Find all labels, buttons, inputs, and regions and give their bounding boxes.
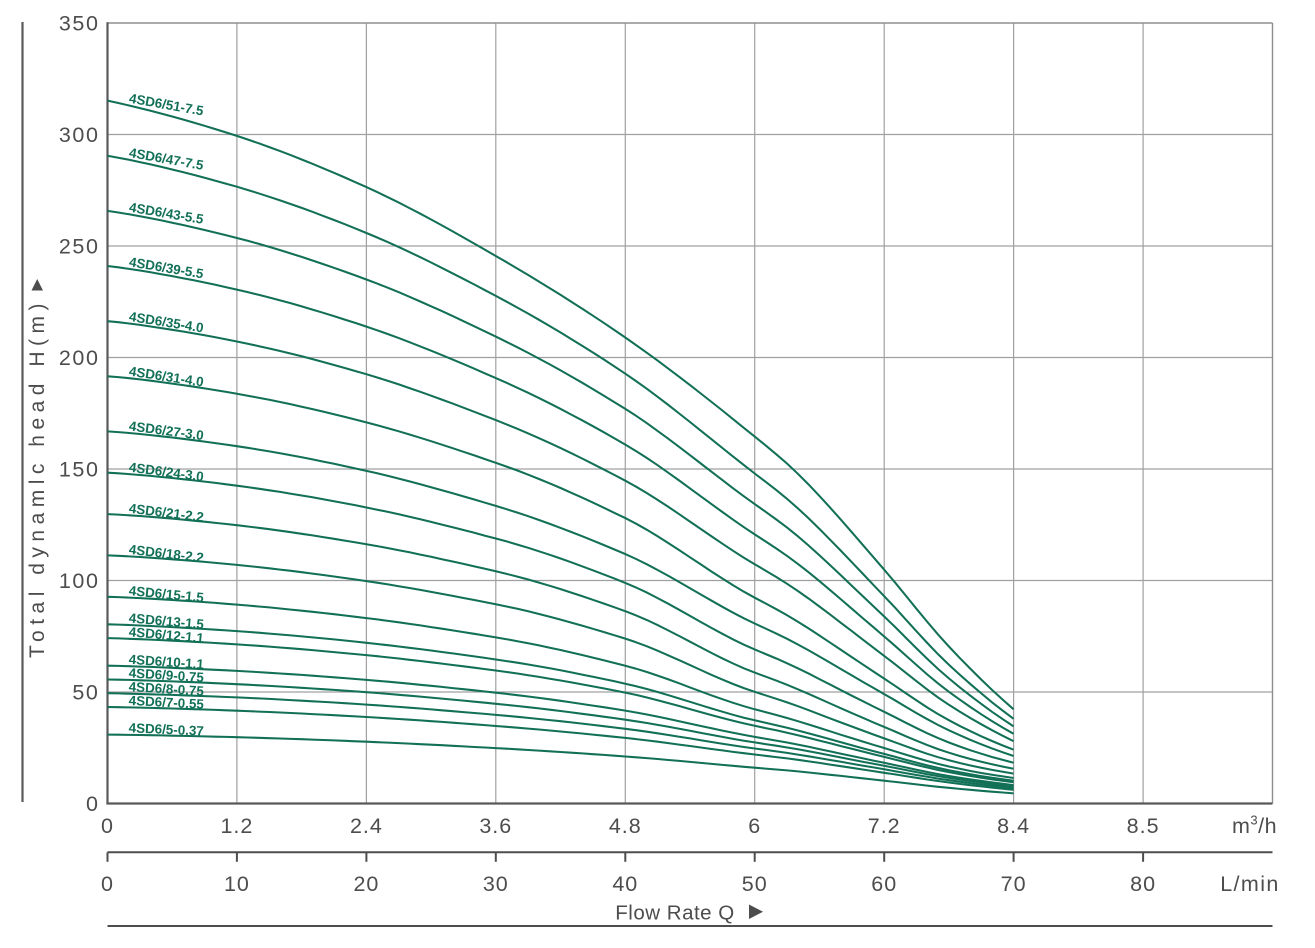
svg-text:4SD6/13-1.5: 4SD6/13-1.5 bbox=[128, 610, 205, 632]
svg-text:60: 60 bbox=[871, 872, 897, 896]
svg-text:0: 0 bbox=[86, 792, 100, 816]
svg-text:4SD6/7-0.55: 4SD6/7-0.55 bbox=[128, 693, 204, 712]
svg-text:8.5: 8.5 bbox=[1127, 814, 1160, 838]
svg-text:4SD6/8-0.75: 4SD6/8-0.75 bbox=[128, 679, 205, 699]
svg-text:200: 200 bbox=[59, 346, 100, 370]
svg-text:10: 10 bbox=[224, 872, 250, 896]
svg-text:8.4: 8.4 bbox=[997, 814, 1030, 838]
svg-text:0: 0 bbox=[101, 814, 114, 838]
svg-text:40: 40 bbox=[612, 872, 638, 896]
svg-text:20: 20 bbox=[353, 872, 379, 896]
svg-text:1.2: 1.2 bbox=[220, 814, 253, 838]
svg-text:4SD6/10-1.1: 4SD6/10-1.1 bbox=[128, 652, 205, 672]
svg-text:350: 350 bbox=[59, 12, 100, 36]
svg-text:80: 80 bbox=[1130, 872, 1156, 896]
svg-text:50: 50 bbox=[72, 681, 99, 705]
svg-text:70: 70 bbox=[1001, 872, 1027, 896]
svg-text:4SD6/12-1.1: 4SD6/12-1.1 bbox=[128, 624, 205, 646]
svg-text:4.8: 4.8 bbox=[609, 814, 642, 838]
svg-text:4SD6/9-0.75: 4SD6/9-0.75 bbox=[128, 665, 205, 685]
svg-text:30: 30 bbox=[483, 872, 509, 896]
svg-text:0: 0 bbox=[101, 872, 114, 896]
svg-text:L/min: L/min bbox=[1220, 872, 1280, 896]
svg-text:Flow Rate Q: Flow Rate Q bbox=[615, 902, 734, 925]
svg-text:100: 100 bbox=[59, 569, 100, 593]
svg-text:300: 300 bbox=[59, 123, 100, 147]
svg-text:2.4: 2.4 bbox=[350, 814, 383, 838]
svg-text:50: 50 bbox=[742, 872, 768, 896]
svg-text:4SD6/5-0.37: 4SD6/5-0.37 bbox=[128, 720, 204, 738]
svg-text:250: 250 bbox=[59, 235, 100, 259]
svg-text:4SD6/15-1.5: 4SD6/15-1.5 bbox=[128, 583, 205, 605]
svg-text:6: 6 bbox=[748, 814, 761, 838]
svg-text:150: 150 bbox=[59, 458, 100, 482]
svg-text:7.2: 7.2 bbox=[868, 814, 901, 838]
svg-text:3.6: 3.6 bbox=[479, 814, 512, 838]
svg-text:Total dynamlc head H(m): Total dynamlc head H(m) bbox=[26, 298, 49, 658]
